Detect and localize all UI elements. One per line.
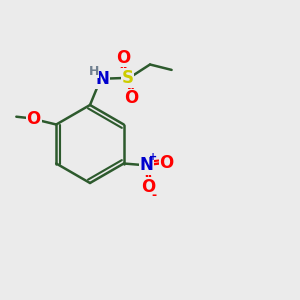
Text: O: O [27,110,41,128]
Text: O: O [160,154,174,172]
Text: N: N [139,156,153,174]
Text: O: O [124,89,138,107]
Text: H: H [88,64,99,78]
Text: N: N [95,70,109,88]
Text: O: O [141,178,155,196]
Text: S: S [122,69,134,87]
Text: O: O [116,49,130,67]
Text: -: - [152,188,157,202]
Text: +: + [149,152,157,162]
